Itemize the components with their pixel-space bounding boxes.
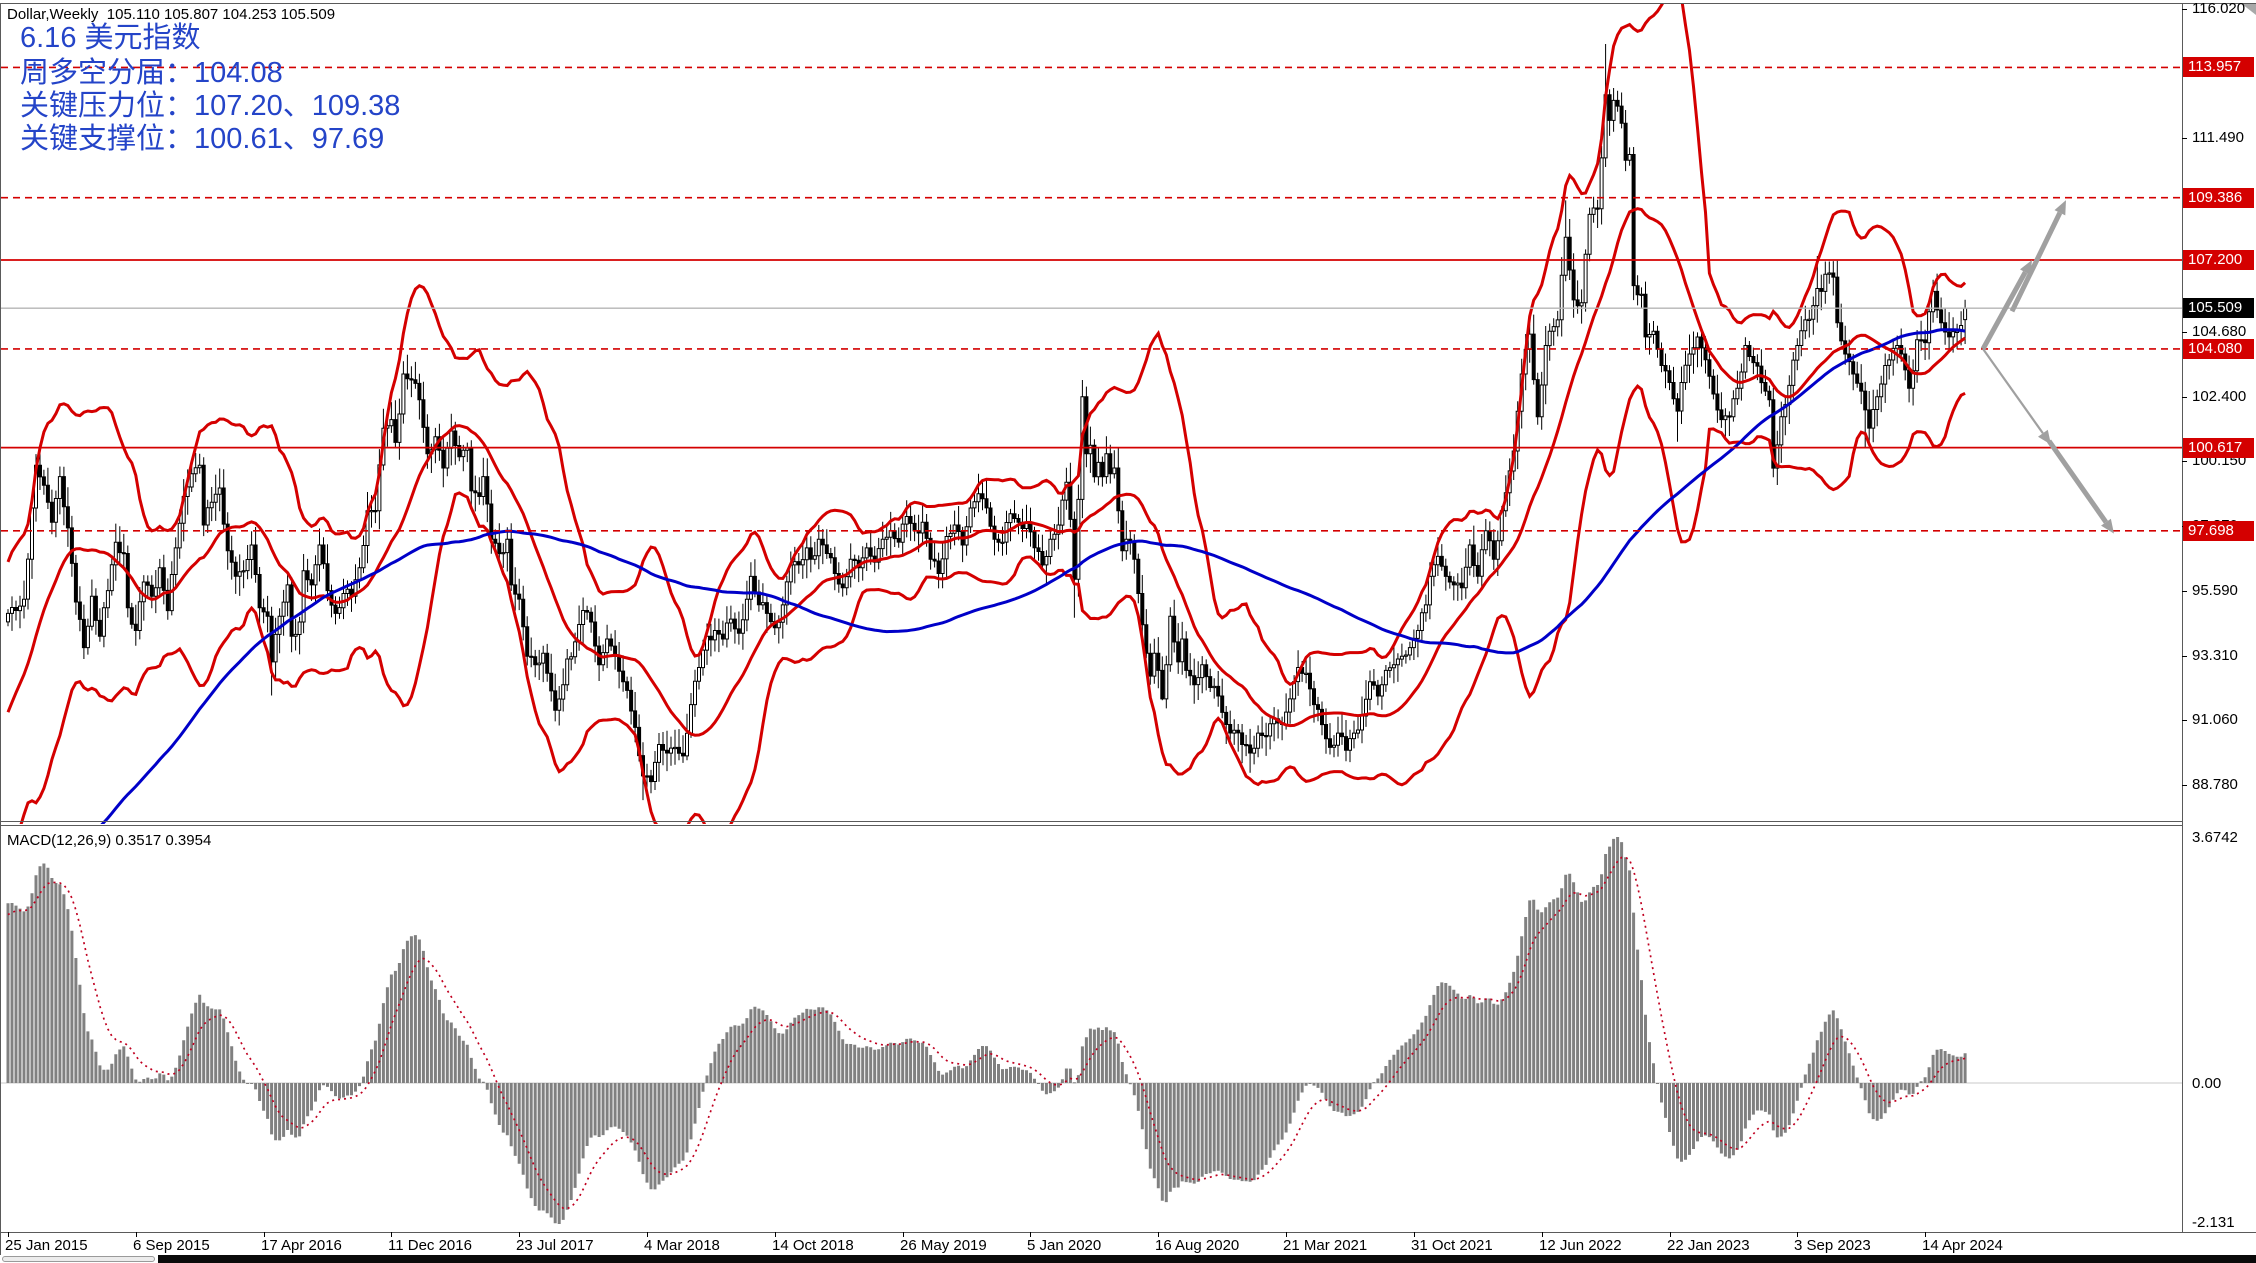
time-tick — [1925, 1232, 1926, 1237]
price-tick-label: 104.680 — [2192, 323, 2247, 340]
price-tick-label: 93.310 — [2192, 647, 2238, 664]
time-axis-label: 14 Apr 2024 — [1922, 1237, 2003, 1254]
current-price-badge: 105.509 — [2183, 298, 2254, 318]
price-tick — [2182, 332, 2187, 333]
time-tick — [1286, 1232, 1287, 1237]
time-tick — [1670, 1232, 1671, 1237]
time-tick — [391, 1232, 392, 1237]
time-axis-label: 12 Jun 2022 — [1539, 1237, 1622, 1254]
left-border — [0, 3, 1, 1255]
annotation-resistance: 关键压力位：107.20、109.38 — [20, 90, 401, 122]
time-axis-label: 3 Sep 2023 — [1794, 1237, 1871, 1254]
price-tick — [2182, 461, 2187, 462]
time-axis-label: 5 Jan 2020 — [1027, 1237, 1102, 1254]
forecast-arrow-up[interactable] — [1980, 271, 2028, 351]
macd-signal-line — [7, 856, 1966, 1210]
price-level-badge: 100.617 — [2183, 438, 2254, 458]
time-tick — [1158, 1232, 1159, 1237]
price-level-badge: 107.200 — [2183, 250, 2254, 270]
time-axis-label: 16 Aug 2020 — [1155, 1237, 1240, 1254]
time-tick — [1797, 1232, 1798, 1237]
time-tick — [264, 1232, 265, 1237]
macd-axis-min: -2.131 — [2192, 1214, 2235, 1231]
time-tick — [775, 1232, 776, 1237]
panel-separator-bottom[interactable] — [0, 825, 2182, 826]
time-tick — [1414, 1232, 1415, 1237]
macd-panel[interactable] — [1, 837, 2182, 1224]
price-tick-label: 116.020 — [2192, 0, 2246, 17]
annotation-title: 6.16 美元指数 — [20, 22, 201, 54]
panel-separator-top[interactable] — [0, 821, 2182, 822]
scrollbar-thumb[interactable] — [2, 1256, 155, 1262]
macd-axis-max: 3.6742 — [2192, 829, 2238, 846]
price-level-badge: 113.957 — [2183, 57, 2254, 77]
price-tick — [2182, 591, 2187, 592]
macd-histogram — [6, 837, 1967, 1224]
time-axis-label: 26 May 2019 — [900, 1237, 987, 1254]
forecast-arrow-down[interactable] — [1982, 348, 2044, 434]
time-axis-label: 6 Sep 2015 — [133, 1237, 210, 1254]
price-tick — [2182, 138, 2187, 139]
axis-border — [2182, 3, 2183, 1232]
symbol-ohlc-line: Dollar,Weekly 105.110 105.807 104.253 10… — [7, 6, 336, 23]
time-axis-label: 31 Oct 2021 — [1411, 1237, 1493, 1254]
bollinger-upper-band — [6, 4, 1967, 687]
time-axis-border — [0, 1232, 2256, 1233]
price-tick-label: 88.780 — [2192, 776, 2238, 793]
time-axis-label: 22 Jan 2023 — [1667, 1237, 1750, 1254]
time-tick — [136, 1232, 137, 1237]
chart-shift-marker-icon[interactable] — [2242, 4, 2256, 15]
price-tick — [2182, 720, 2187, 721]
time-axis-label: 17 Apr 2016 — [261, 1237, 342, 1254]
price-tick-label: 91.060 — [2192, 711, 2238, 728]
time-axis-label: 14 Oct 2018 — [772, 1237, 854, 1254]
top-border — [0, 3, 2256, 4]
time-axis-label: 25 Jan 2015 — [5, 1237, 88, 1254]
price-tick — [2182, 785, 2187, 786]
price-level-badge: 97.698 — [2183, 521, 2254, 541]
price-tick-label: 102.400 — [2192, 388, 2247, 405]
annotation-support: 关键支撑位：100.61、97.69 — [20, 123, 385, 155]
time-tick — [903, 1232, 904, 1237]
scrollbar-track[interactable] — [158, 1255, 2256, 1263]
time-axis-label: 21 Mar 2021 — [1283, 1237, 1368, 1254]
time-tick — [647, 1232, 648, 1237]
bollinger-middle-band — [6, 207, 1966, 737]
price-tick-label: 95.590 — [2192, 582, 2238, 599]
forecast-arrowhead-down[interactable] — [2038, 429, 2051, 445]
time-axis-label: 23 Jul 2017 — [516, 1237, 594, 1254]
price-level-badge: 104.080 — [2183, 339, 2254, 359]
forecast-arrow-down[interactable] — [2046, 439, 2109, 524]
time-tick — [519, 1232, 520, 1237]
price-tick-label: 111.490 — [2192, 129, 2244, 146]
macd-axis-zero: 0.00 — [2192, 1075, 2222, 1092]
time-tick — [1030, 1232, 1031, 1237]
macd-indicator-label: MACD(12,26,9) 0.3517 0.3954 — [7, 832, 212, 849]
price-tick — [2182, 9, 2187, 10]
forecast-arrowhead-down[interactable] — [2101, 518, 2114, 534]
annotation-pivot: 周多空分届：104.08 — [20, 57, 283, 89]
time-axis-label: 4 Mar 2018 — [644, 1237, 720, 1254]
time-tick — [8, 1232, 9, 1237]
time-axis-label: 11 Dec 2016 — [388, 1237, 472, 1254]
price-tick — [2182, 656, 2187, 657]
candle-wicks — [7, 44, 1966, 801]
forecast-arrowhead-up[interactable] — [2054, 200, 2066, 216]
bollinger-lower-band — [19, 383, 1966, 824]
forecast-arrows[interactable] — [1980, 200, 2114, 534]
time-tick — [1542, 1232, 1543, 1237]
price-level-badge: 109.386 — [2183, 188, 2254, 208]
price-tick — [2182, 397, 2187, 398]
forecast-arrow-up[interactable] — [2009, 211, 2063, 313]
